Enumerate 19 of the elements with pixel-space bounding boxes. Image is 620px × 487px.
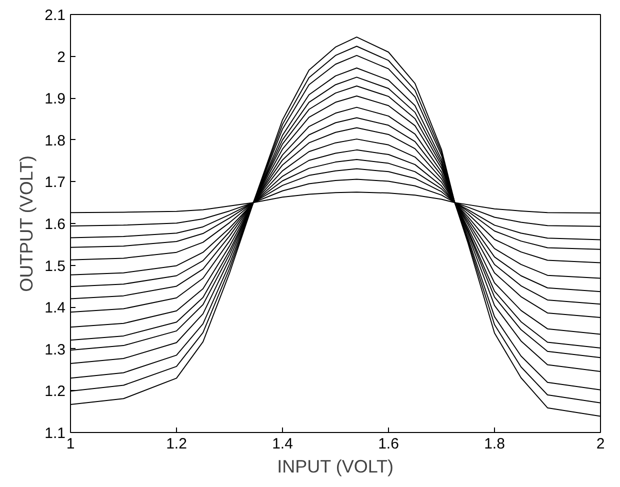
y-tick-label: 2.1 bbox=[44, 7, 66, 24]
y-tick-label: 1.6 bbox=[44, 216, 66, 233]
y-tick-label: 2 bbox=[57, 48, 66, 66]
x-tick-label: 1 bbox=[66, 436, 75, 452]
y-tick-label: 1.7 bbox=[44, 174, 66, 192]
x-tick-label: 2 bbox=[596, 436, 605, 452]
x-tick-label: 1.6 bbox=[378, 436, 399, 452]
x-tick-label: 1.8 bbox=[484, 436, 505, 452]
y-tick-label: 1.5 bbox=[44, 258, 66, 275]
y-tick-label: 1.1 bbox=[44, 425, 66, 442]
x-tick-label: 1.4 bbox=[272, 436, 293, 452]
x-tick-label: 1.2 bbox=[166, 436, 187, 452]
y-axis-title: OUTPUT (VOLT) bbox=[16, 155, 37, 292]
x-axis-title: INPUT (VOLT) bbox=[277, 456, 394, 476]
y-tick-label: 1.4 bbox=[44, 300, 66, 317]
y-tick-label: 1.2 bbox=[44, 383, 66, 400]
y-tick-label: 1.9 bbox=[44, 90, 66, 108]
y-tick-label: 1.3 bbox=[44, 341, 66, 358]
y-tick-label: 1.8 bbox=[44, 132, 66, 150]
